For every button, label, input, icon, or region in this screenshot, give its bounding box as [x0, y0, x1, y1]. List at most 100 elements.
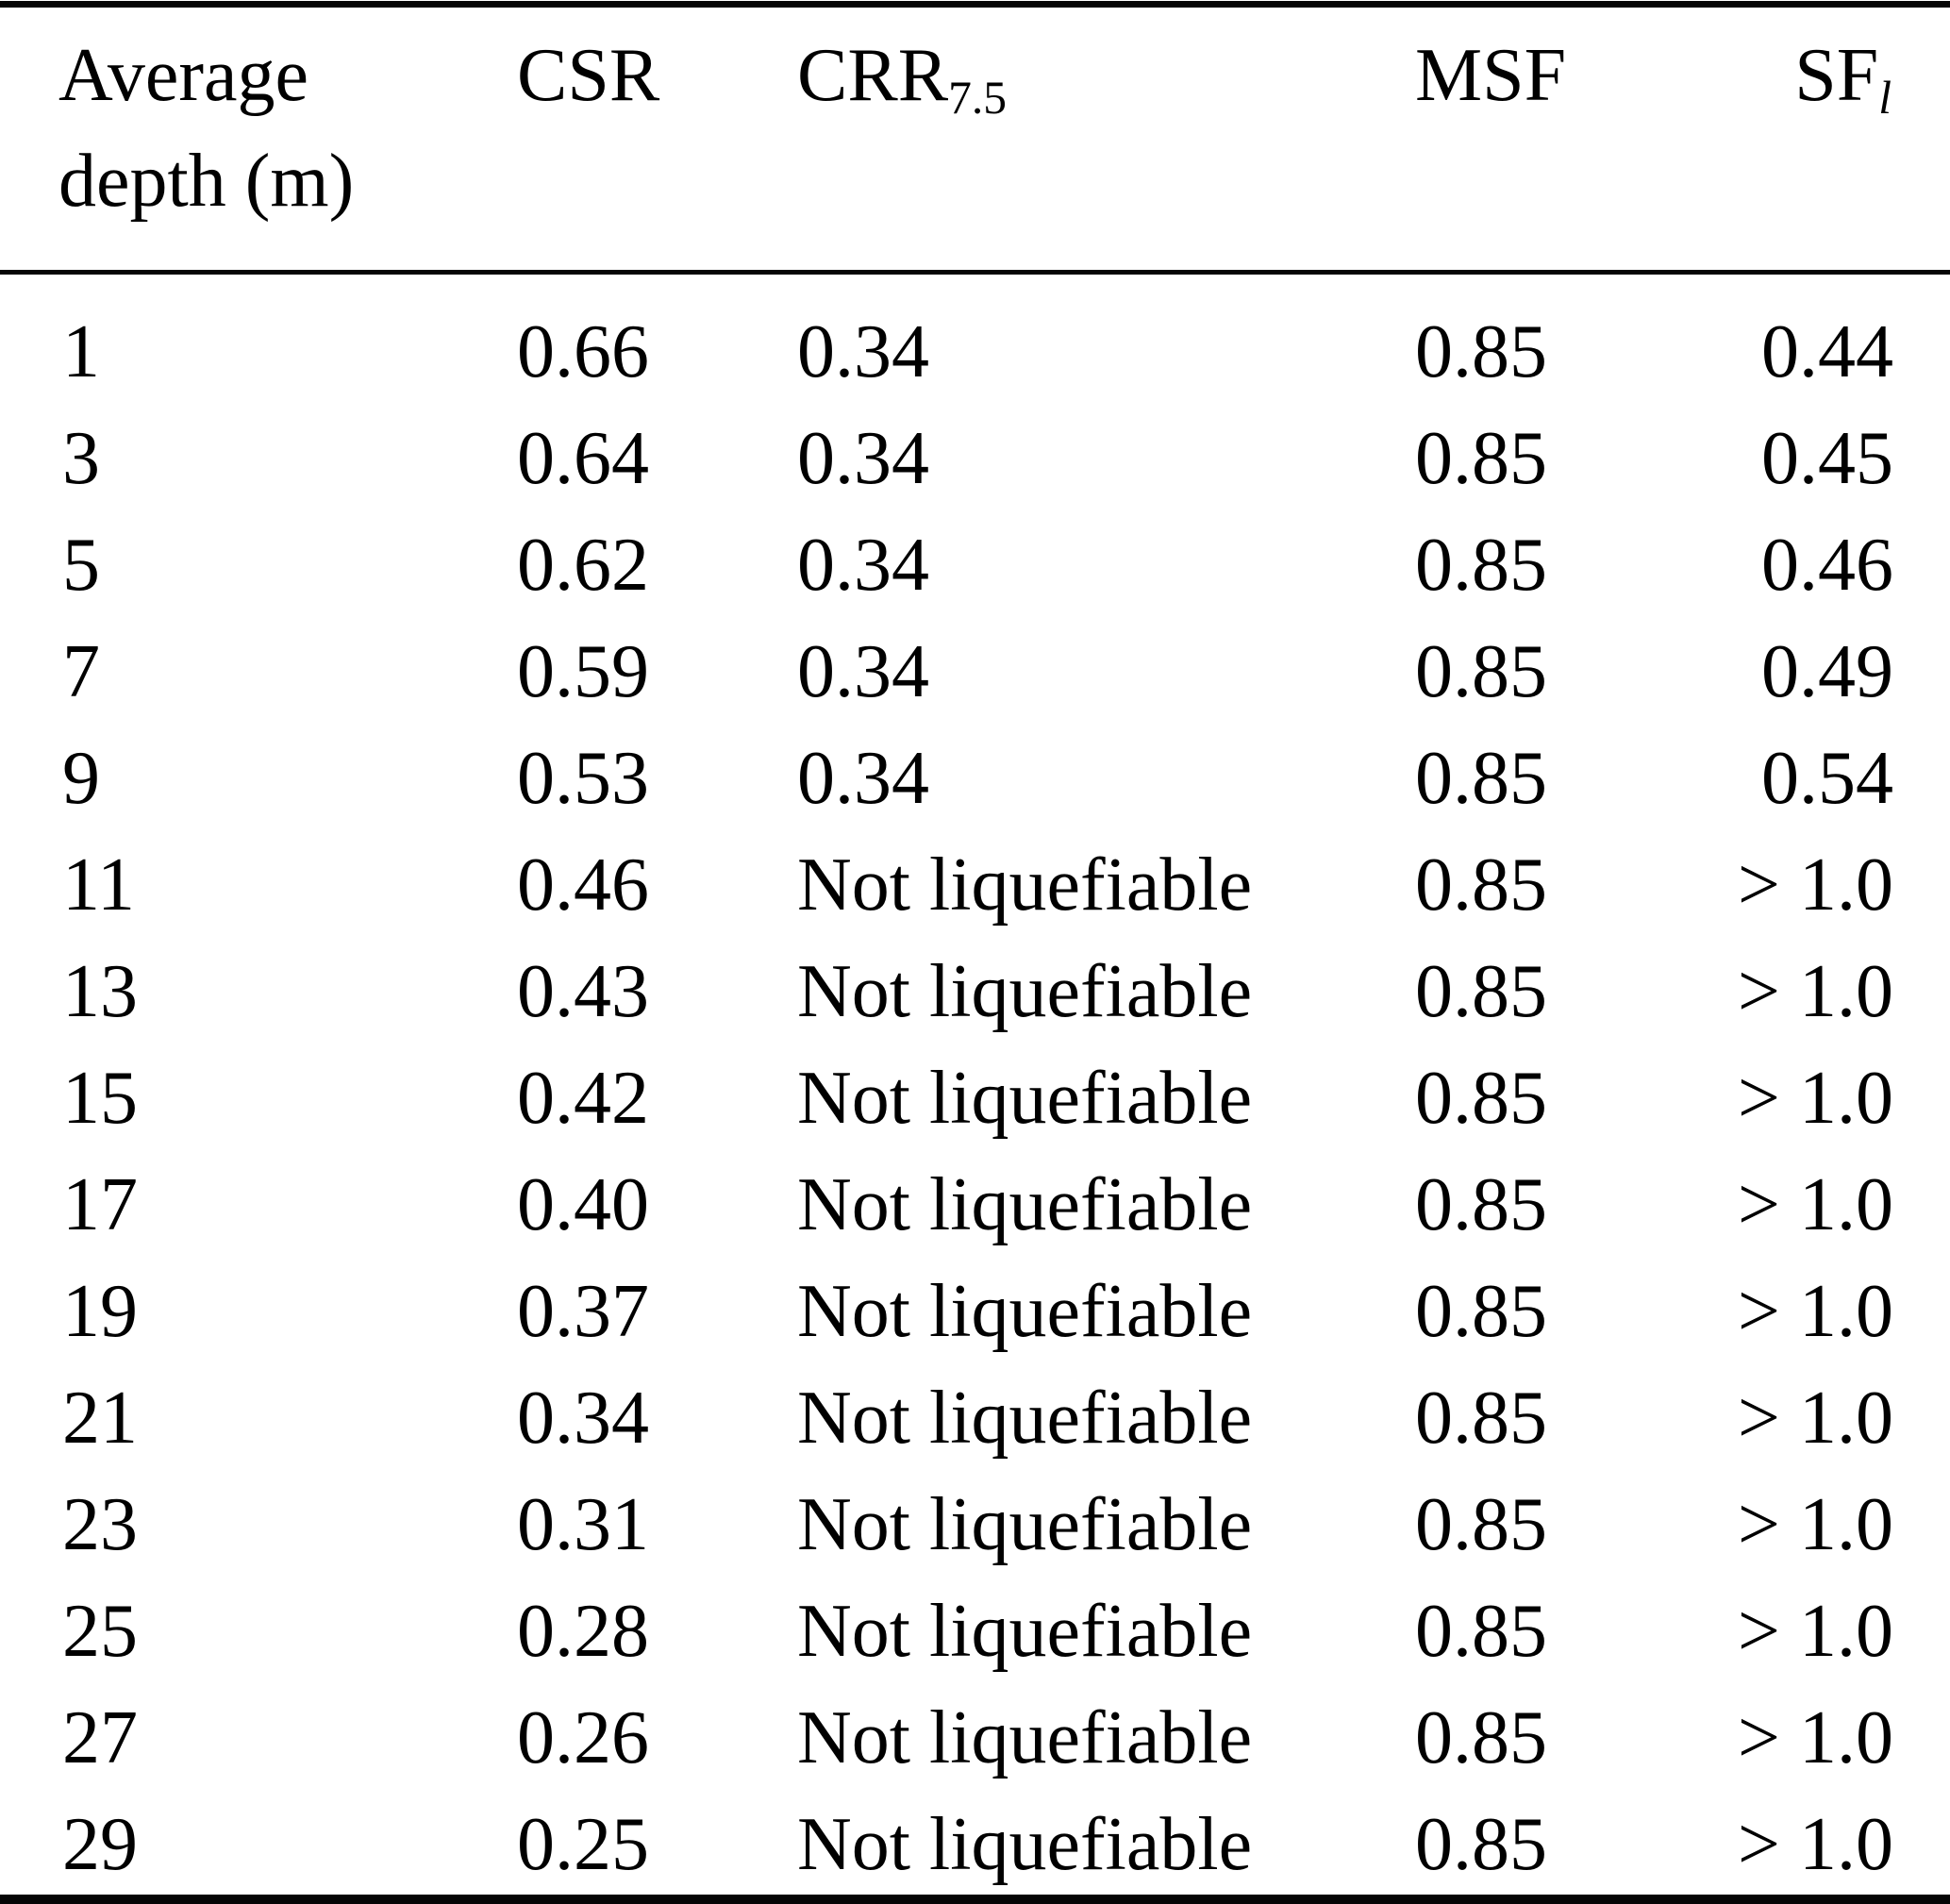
table-row: 13 0.43 Not liquefiable 0.85 > 1.0 — [0, 939, 1950, 1045]
cell-csr: 0.43 — [517, 950, 649, 1033]
cell-crr: 0.34 — [797, 310, 929, 393]
cell-average-depth: 11 — [62, 843, 136, 927]
cell-average-depth: 13 — [62, 950, 138, 1033]
cell-average-depth: 17 — [62, 1163, 138, 1246]
cell-csr: 0.28 — [517, 1590, 649, 1673]
cell-csr: 0.26 — [517, 1696, 649, 1779]
cell-sf: 0.49 — [1761, 630, 1893, 713]
cell-msf: 0.85 — [1415, 524, 1547, 607]
cell-msf: 0.85 — [1415, 843, 1547, 927]
cell-csr: 0.34 — [517, 1377, 649, 1460]
table-row: 11 0.46 Not liquefiable 0.85 > 1.0 — [0, 832, 1950, 939]
table-row: 9 0.53 0.34 0.85 0.54 — [0, 726, 1950, 832]
cell-average-depth: 5 — [62, 524, 100, 607]
cell-crr: 0.34 — [797, 417, 929, 500]
table-row: 21 0.34 Not liquefiable 0.85 > 1.0 — [0, 1365, 1950, 1472]
cell-average-depth: 29 — [62, 1803, 138, 1886]
cell-msf: 0.85 — [1415, 1163, 1547, 1246]
column-header-subscript: 7.5 — [948, 71, 1008, 124]
cell-sf: > 1.0 — [1737, 950, 1893, 1033]
column-header-msf: MSF — [1349, 8, 1660, 275]
cell-msf: 0.85 — [1415, 417, 1547, 500]
cell-sf: > 1.0 — [1737, 1803, 1893, 1886]
cell-csr: 0.25 — [517, 1803, 649, 1886]
cell-csr: 0.62 — [517, 524, 649, 607]
cell-sf: > 1.0 — [1737, 1163, 1893, 1246]
cell-msf: 0.85 — [1415, 310, 1547, 393]
cell-csr: 0.66 — [517, 310, 649, 393]
cell-average-depth: 19 — [62, 1270, 138, 1353]
table-row: 25 0.28 Not liquefiable 0.85 > 1.0 — [0, 1578, 1950, 1685]
cell-crr: 0.34 — [797, 630, 929, 713]
cell-msf: 0.85 — [1415, 630, 1547, 713]
column-header-label: Average depth (m) — [58, 34, 355, 223]
cell-msf: 0.85 — [1415, 1803, 1547, 1886]
cell-crr: Not liquefiable — [797, 1483, 1253, 1566]
cell-average-depth: 27 — [62, 1696, 138, 1779]
cell-sf: > 1.0 — [1737, 1590, 1893, 1673]
cell-msf: 0.85 — [1415, 1696, 1547, 1779]
cell-csr: 0.59 — [517, 630, 649, 713]
cell-msf: 0.85 — [1415, 1270, 1547, 1353]
cell-csr: 0.40 — [517, 1163, 649, 1246]
cell-csr: 0.42 — [517, 1057, 649, 1140]
column-header-label: SF — [1794, 34, 1879, 117]
cell-crr: 0.34 — [797, 737, 929, 820]
cell-sf: 0.46 — [1761, 524, 1893, 607]
cell-crr: Not liquefiable — [797, 1057, 1253, 1140]
cell-csr: 0.31 — [517, 1483, 649, 1566]
cell-sf: > 1.0 — [1737, 1696, 1893, 1779]
cell-msf: 0.85 — [1415, 737, 1547, 820]
cell-average-depth: 3 — [62, 417, 100, 500]
column-header-crr: CRR7.5 — [731, 8, 1349, 275]
cell-sf: > 1.0 — [1737, 843, 1893, 927]
column-header-subscript: l — [1878, 71, 1892, 124]
column-header-csr: CSR — [448, 8, 731, 275]
cell-msf: 0.85 — [1415, 1590, 1547, 1673]
column-header-label: CSR — [517, 34, 660, 117]
table-top-rule — [0, 1, 1950, 8]
cell-average-depth: 21 — [62, 1377, 138, 1460]
column-header-label: CRR — [797, 34, 949, 117]
cell-crr: Not liquefiable — [797, 843, 1253, 927]
cell-average-depth: 9 — [62, 737, 100, 820]
cell-csr: 0.37 — [517, 1270, 649, 1353]
cell-sf: 0.44 — [1761, 310, 1893, 393]
cell-crr: Not liquefiable — [797, 1270, 1253, 1353]
cell-average-depth: 25 — [62, 1590, 138, 1673]
table-row: 23 0.31 Not liquefiable 0.85 > 1.0 — [0, 1472, 1950, 1578]
table-row: 3 0.64 0.34 0.85 0.45 — [0, 406, 1950, 512]
table-row: 1 0.66 0.34 0.85 0.44 — [0, 273, 1950, 407]
cell-crr: Not liquefiable — [797, 1803, 1253, 1886]
cell-msf: 0.85 — [1415, 1483, 1547, 1566]
cell-sf: > 1.0 — [1737, 1483, 1893, 1566]
table-row: 5 0.62 0.34 0.85 0.46 — [0, 512, 1950, 619]
cell-crr: Not liquefiable — [797, 1377, 1253, 1460]
header-row: Average depth (m) CSR CRR7.5 MSF SFl — [0, 8, 1950, 275]
cell-crr: Not liquefiable — [797, 950, 1253, 1033]
cell-sf: > 1.0 — [1737, 1270, 1893, 1353]
column-header-sf: SFl — [1660, 8, 1950, 275]
cell-crr: Not liquefiable — [797, 1590, 1253, 1673]
table-row: 15 0.42 Not liquefiable 0.85 > 1.0 — [0, 1045, 1950, 1152]
liquefaction-results-table: Average depth (m) CSR CRR7.5 MSF SFl 1 0… — [0, 8, 1950, 1898]
cell-msf: 0.85 — [1415, 1057, 1547, 1140]
cell-crr: Not liquefiable — [797, 1163, 1253, 1246]
cell-average-depth: 23 — [62, 1483, 138, 1566]
cell-sf: > 1.0 — [1737, 1377, 1893, 1460]
table-header: Average depth (m) CSR CRR7.5 MSF SFl — [0, 8, 1950, 275]
cell-csr: 0.53 — [517, 737, 649, 820]
column-header-label: MSF — [1415, 34, 1567, 117]
table-body: 1 0.66 0.34 0.85 0.44 3 0.64 0.34 0.85 0… — [0, 273, 1950, 1899]
cell-csr: 0.64 — [517, 417, 649, 500]
cell-csr: 0.46 — [517, 843, 649, 927]
table-row: 27 0.26 Not liquefiable 0.85 > 1.0 — [0, 1685, 1950, 1792]
table-row: 19 0.37 Not liquefiable 0.85 > 1.0 — [0, 1259, 1950, 1365]
cell-average-depth: 15 — [62, 1057, 138, 1140]
cell-msf: 0.85 — [1415, 950, 1547, 1033]
cell-sf: > 1.0 — [1737, 1057, 1893, 1140]
cell-crr: 0.34 — [797, 524, 929, 607]
table-bottom-rule — [0, 1895, 1950, 1904]
cell-sf: 0.54 — [1761, 737, 1893, 820]
